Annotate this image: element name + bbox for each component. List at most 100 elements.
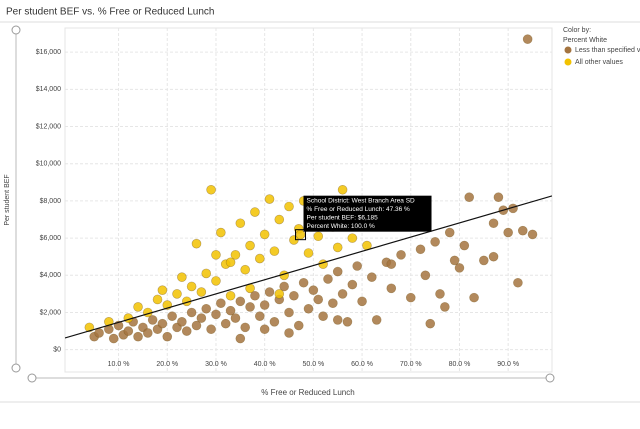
scatter-point [240,264,250,275]
y-tick-label: $14,000 [36,86,61,93]
scatter-point [211,309,221,320]
scatter-point [425,318,436,329]
scatter-point [293,320,304,331]
scatter-point [196,287,207,297]
scatter-point [469,292,479,303]
scatter-point [177,272,187,282]
y-tick-label: $8,000 [40,198,62,205]
trend-line [65,195,552,339]
scatter-point [94,328,104,338]
scatter-point [303,248,314,258]
scatter-point [371,315,382,325]
scatter-point [259,300,270,310]
scatter-point [186,307,197,318]
scatter-point [367,272,377,282]
scatter-point [172,289,182,299]
scatter-point [216,298,226,309]
scatter-point [240,322,250,333]
scatter-point [454,263,465,273]
scatter-point [230,313,241,323]
x-tick-label: 40.0 % [254,361,276,368]
scatter-point [488,218,499,229]
y-tick-label: $0 [53,347,61,354]
scatter-point [216,227,226,238]
scatter-point [133,331,143,342]
scatter-point [186,281,197,292]
y-slider-handle[interactable] [11,25,21,35]
scatter-point [405,292,416,303]
scatter-point [254,253,265,264]
scatter-point [235,296,246,307]
scatter-point [328,298,338,309]
scatter-point [177,316,187,327]
scatter-point [479,255,489,266]
scatter-point [464,192,475,203]
y-tick-label: $10,000 [36,161,61,168]
scatter-point [352,261,363,271]
y-axis-label: Per student BEF [4,174,11,225]
scatter-point [225,290,236,301]
legend-marker [564,58,572,66]
scatter-point [303,303,314,314]
scatter-point [269,316,280,327]
scatter-point [420,270,431,281]
scatter-point [123,326,134,336]
scatter-point [225,305,236,316]
scatter-point [196,313,207,323]
x-slider-handle[interactable] [545,373,555,383]
scatter-point [522,34,533,44]
legend-marker [564,46,572,54]
scatter-point [147,315,158,325]
x-tick-label: 30.0 % [205,361,227,368]
plot-area [64,27,553,373]
legend-subtitle: Percent White [563,37,607,44]
scatter-point [513,277,523,288]
scatter-point [527,229,538,240]
y-tick-label: $2,000 [40,309,62,316]
y-tick-label: $12,000 [36,123,61,130]
scatter-point [318,311,328,322]
x-tick-label: 50.0 % [302,361,324,368]
x-tick-label: 60.0 % [351,361,373,368]
x-axis-label: % Free or Reduced Lunch [261,388,354,397]
x-slider-handle[interactable] [27,373,37,383]
tooltip-line: School District: West Branch Area SD [307,197,416,204]
y-tick-label: $4,000 [40,272,62,279]
scatter-point [206,184,216,195]
scatter-point [274,289,285,299]
scatter-point [191,238,202,249]
scatter-point [386,283,397,294]
scatter-point [264,194,275,204]
scatter-point [191,320,202,331]
scatter-point [342,316,353,327]
scatter-point [435,289,445,299]
scatter-point [201,303,212,314]
tooltip-box [303,195,432,232]
scatter-point [279,281,289,292]
legend-label: All other values [575,59,623,66]
scatter-point [250,290,260,301]
scatter-point [323,274,333,284]
y-tick-label: $6,000 [40,235,62,242]
scatter-point [259,324,270,335]
scatter-point [269,246,280,256]
scatter-point [108,333,119,344]
scatter-point [250,207,260,217]
scatter-point [167,311,177,322]
scatter-point [493,192,504,203]
scatter-point [503,227,513,238]
scatter-point [235,218,246,229]
scatter-point [449,255,460,266]
y-slider-handle[interactable] [11,363,21,373]
scatter-point [337,289,348,299]
scatter-point [274,214,285,225]
scatter-point [245,240,255,251]
scatter-point [332,242,343,253]
scatter-point [332,315,343,325]
scatter-point [347,279,358,290]
x-tick-label: 10.0 % [108,361,130,368]
scatter-point [284,328,294,338]
tooltip-line: Percent White: 100.0 % [307,223,376,230]
scatter-point [332,266,343,277]
